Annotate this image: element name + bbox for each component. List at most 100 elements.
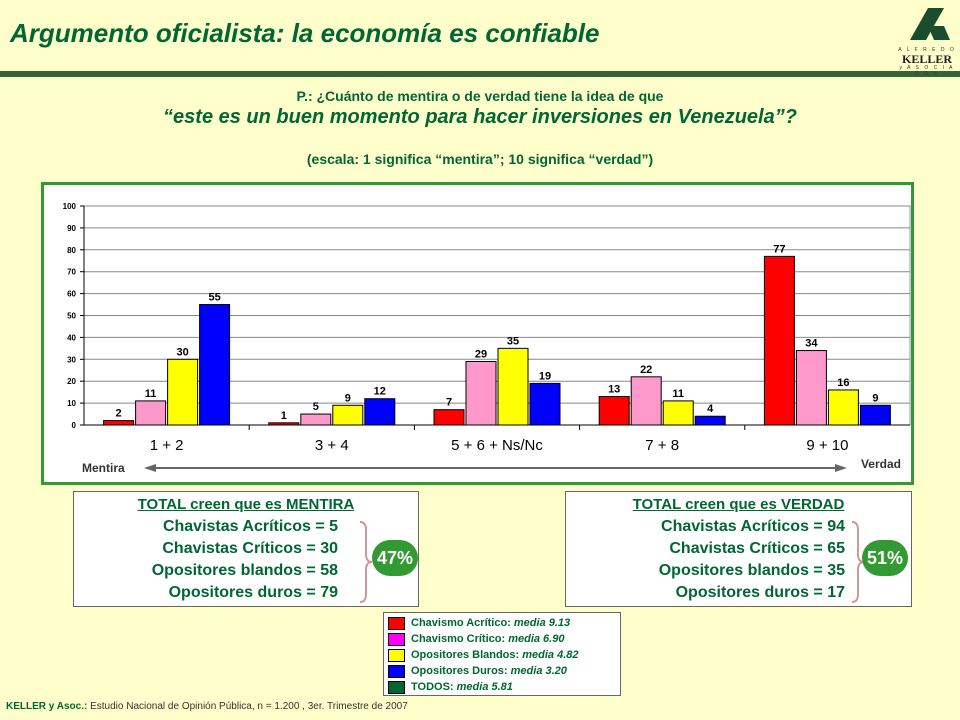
- category-label: 7 + 8: [645, 437, 679, 454]
- legend-item: Chavismo Crítico: media 6.90: [388, 631, 620, 647]
- category-label: 3 + 4: [315, 437, 349, 454]
- y-tick-label: 10: [67, 399, 76, 408]
- mentira-percent-badge: 47%: [372, 540, 418, 576]
- legend-label: Opositores Duros:: [411, 665, 508, 677]
- question-scale: (escala: 1 significa “mentira”; 10 signi…: [306, 151, 654, 167]
- bar: [300, 413, 332, 426]
- y-tick-label: 0: [72, 421, 77, 430]
- bar-value-label: 11: [672, 388, 684, 400]
- bar-value-label: 35: [507, 335, 519, 347]
- bar-value-label: 9: [872, 392, 878, 404]
- source-text: Estudio Nacional de Opinión Pública, n =…: [87, 701, 408, 712]
- y-tick-label: 100: [63, 202, 77, 211]
- bar-value-label: 55: [208, 292, 220, 304]
- bar: [694, 415, 726, 426]
- y-tick-label: 20: [67, 377, 76, 386]
- bar-value-label: 4: [707, 403, 714, 415]
- bar: [199, 304, 231, 426]
- bar: [332, 404, 364, 426]
- bar-chart: 0 10 20 30 40 50 60 70 80 90 100 2 11 30 55 1 + 2 1 5 9 12 3…: [63, 202, 911, 475]
- verdad-line: Opositores blandos = 35: [658, 562, 845, 579]
- bar-value-label: 7: [446, 397, 452, 409]
- category-label: 5 + 6 + Ns/Nc: [451, 437, 543, 454]
- logo-top-text: A L F R E D O: [898, 47, 956, 53]
- bar: [135, 400, 167, 426]
- bar-value-label: 19: [539, 370, 551, 382]
- legend-mean: media 3.20: [510, 665, 567, 677]
- question-intro: P.: ¿Cuánto de mentira o de verdad tiene…: [296, 88, 664, 104]
- bar: [497, 347, 529, 426]
- bar-value-label: 9: [345, 392, 351, 404]
- arrow-right-icon: [835, 464, 847, 472]
- logo-bottom-text: y A S O C I A D O S: [899, 65, 955, 77]
- verdad-box: TOTAL creen que es VERDAD Chavistas Acrí…: [565, 491, 912, 607]
- category-label: 9 + 10: [806, 437, 848, 454]
- y-tick-label: 40: [67, 333, 76, 342]
- legend-label: Chavismo Crítico:: [411, 633, 506, 645]
- mentira-line: Opositores blandos = 58: [151, 562, 338, 579]
- bar-value-label: 22: [640, 364, 652, 376]
- legend-mean: media 6.90: [508, 633, 565, 645]
- y-tick-label: 30: [67, 355, 76, 364]
- bar: [630, 376, 662, 426]
- title-rule: [0, 71, 960, 77]
- mentira-header: TOTAL creen que es MENTIRA: [137, 496, 355, 513]
- y-tick-label: 50: [67, 312, 76, 321]
- bar-value-label: 34: [805, 338, 818, 350]
- source-author: KELLER y Asoc.:: [6, 701, 88, 712]
- bar-value-label: 1: [281, 410, 287, 422]
- legend-swatch: [388, 664, 405, 678]
- legend-mean: media 4.82: [522, 649, 579, 661]
- bar-value-label: 77: [773, 243, 785, 255]
- verdad-line: Opositores duros = 17: [675, 584, 845, 601]
- legend-swatch: [388, 616, 405, 630]
- mentira-line: Opositores duros = 79: [168, 584, 338, 601]
- legend-swatch: [388, 680, 405, 694]
- legend-swatch: [388, 632, 405, 646]
- bar: [465, 360, 497, 426]
- bar: [529, 382, 561, 426]
- mentira-line: Chavistas Críticos = 30: [162, 540, 338, 557]
- mentira-line: Chavistas Acríticos = 5: [162, 518, 338, 535]
- bar-value-label: 16: [837, 377, 849, 389]
- bar: [167, 358, 199, 426]
- bar-value-label: 5: [313, 401, 319, 413]
- legend-item: Chavismo Acrítico: media 9.13: [388, 615, 620, 631]
- legend-swatch: [388, 648, 405, 662]
- bar: [364, 398, 396, 426]
- y-tick-label: 60: [67, 290, 76, 299]
- bar: [103, 420, 135, 426]
- page-title: Argumento oficialista: la economía es co…: [10, 18, 600, 48]
- bar-value-label: 2: [116, 408, 122, 420]
- bar: [859, 404, 891, 426]
- bar-value-label: 13: [608, 384, 620, 396]
- bar: [827, 389, 859, 426]
- verdad-line: Chavistas Acríticos = 94: [661, 518, 845, 535]
- scale-left-label: Mentira: [82, 461, 125, 475]
- logo-mark-icon: [910, 8, 950, 40]
- scale-right-label: Verdad: [861, 457, 901, 471]
- category-label: 1 + 2: [150, 437, 184, 454]
- bar: [662, 400, 694, 426]
- bar-value-label: 30: [176, 346, 188, 358]
- legend-item: Opositores Duros: media 3.20: [388, 663, 620, 679]
- chart-frame: 0 10 20 30 40 50 60 70 80 90 100 2 11 30 55 1 + 2 1 5 9 12 3…: [41, 182, 914, 485]
- bar: [598, 396, 630, 426]
- logo-main-text: KELLER: [901, 52, 952, 66]
- bar: [795, 350, 827, 426]
- mentira-box: TOTAL creen que es MENTIRA Chavistas Acr…: [73, 491, 419, 607]
- legend-item: TODOS: media 5.81: [388, 679, 620, 695]
- y-tick-label: 80: [67, 246, 76, 255]
- bar: [433, 409, 465, 426]
- legend-label: Chavismo Acrítico:: [411, 617, 511, 629]
- bar-value-label: 11: [145, 388, 157, 400]
- y-tick-label: 70: [67, 268, 76, 277]
- legend-mean: media 5.81: [456, 681, 513, 693]
- bar: [268, 422, 300, 426]
- verdad-line: Chavistas Críticos = 65: [669, 540, 845, 557]
- bar: [763, 255, 795, 426]
- legend-mean: media 9.13: [513, 617, 571, 629]
- verdad-header: TOTAL creen que es VERDAD: [632, 496, 845, 513]
- keller-logo: A L F R E D O KELLER y A S O C I A D O S: [898, 6, 956, 77]
- legend-label: Opositores Blandos:: [411, 649, 520, 661]
